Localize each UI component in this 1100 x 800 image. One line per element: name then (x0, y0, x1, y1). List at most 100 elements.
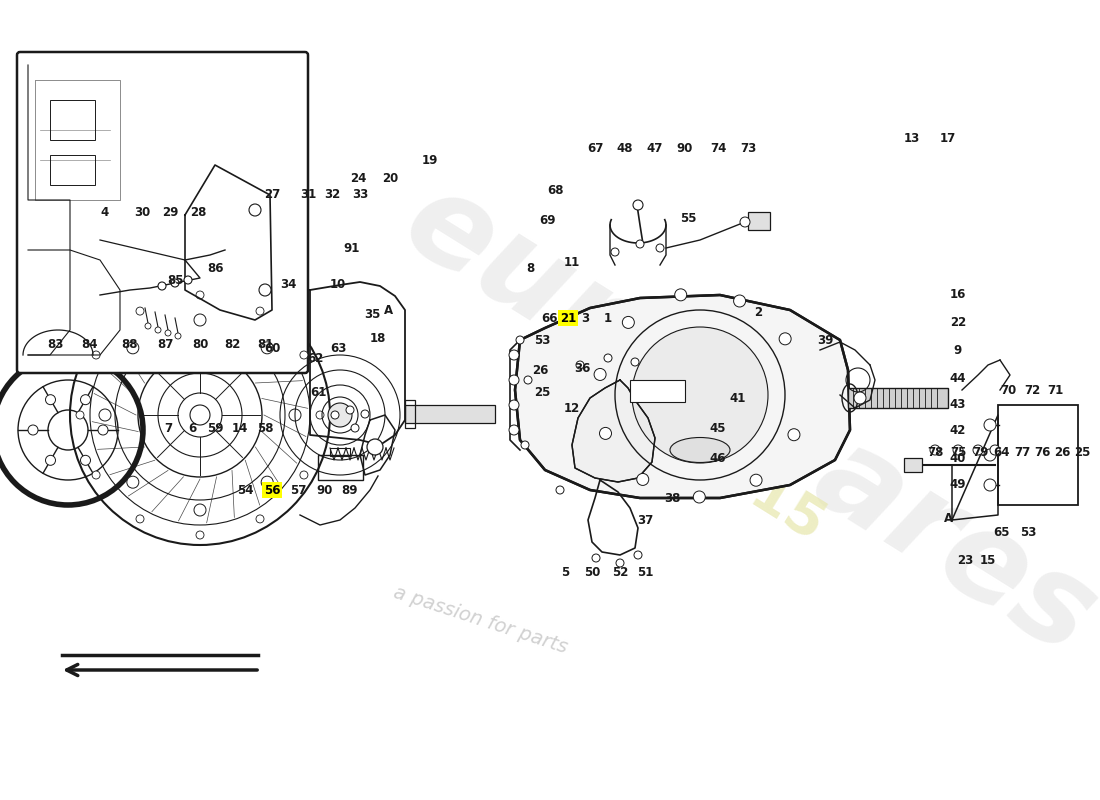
Circle shape (261, 342, 273, 354)
Circle shape (854, 392, 866, 404)
Text: 81: 81 (256, 338, 273, 351)
Circle shape (184, 276, 192, 284)
Circle shape (367, 439, 383, 455)
Text: a passion for parts: a passion for parts (390, 583, 570, 657)
Text: 29: 29 (162, 206, 178, 218)
Text: 87: 87 (157, 338, 173, 351)
Text: 6: 6 (188, 422, 196, 434)
Text: 69: 69 (540, 214, 557, 226)
Circle shape (99, 409, 111, 421)
Circle shape (930, 445, 940, 455)
Text: 10: 10 (330, 278, 346, 291)
Text: 36: 36 (574, 362, 591, 374)
Text: 54: 54 (236, 483, 253, 497)
Text: 76: 76 (1034, 446, 1050, 458)
Text: 83: 83 (47, 338, 63, 351)
Circle shape (509, 375, 519, 385)
Circle shape (155, 327, 161, 333)
Text: 42: 42 (949, 423, 966, 437)
Bar (330, 448, 350, 456)
Circle shape (634, 551, 642, 559)
Text: 16: 16 (949, 289, 966, 302)
Circle shape (524, 376, 532, 384)
Text: 79: 79 (971, 446, 988, 458)
Text: 39: 39 (817, 334, 833, 346)
Text: 4: 4 (101, 206, 109, 218)
Circle shape (328, 403, 352, 427)
Bar (848, 388, 948, 408)
Text: 34: 34 (279, 278, 296, 291)
Circle shape (556, 486, 564, 494)
Circle shape (604, 354, 612, 362)
Circle shape (740, 217, 750, 227)
Text: eurospares: eurospares (383, 159, 1100, 681)
Circle shape (984, 419, 996, 431)
Text: 58: 58 (256, 422, 273, 434)
Text: 75: 75 (949, 446, 966, 458)
Text: 35: 35 (364, 309, 381, 322)
Text: 27: 27 (264, 189, 280, 202)
Text: 3: 3 (581, 311, 590, 325)
Bar (630, 380, 685, 402)
Circle shape (600, 427, 612, 439)
Text: 53: 53 (534, 334, 550, 346)
Text: 5: 5 (561, 566, 569, 578)
Circle shape (92, 471, 100, 479)
Text: 33: 33 (352, 189, 368, 202)
Text: 19: 19 (421, 154, 438, 166)
Text: 28: 28 (190, 206, 206, 218)
Text: 85: 85 (167, 274, 184, 286)
Text: 17: 17 (939, 131, 956, 145)
Circle shape (576, 361, 584, 369)
Text: 72: 72 (1024, 383, 1041, 397)
Text: 7: 7 (164, 422, 172, 434)
Circle shape (80, 455, 90, 466)
Circle shape (258, 284, 271, 296)
Circle shape (158, 282, 166, 290)
Text: A: A (944, 511, 953, 525)
Text: 24: 24 (350, 171, 366, 185)
Circle shape (990, 445, 1000, 455)
Circle shape (92, 351, 100, 359)
Text: 2: 2 (754, 306, 762, 318)
Text: 68: 68 (547, 183, 563, 197)
Circle shape (674, 289, 686, 301)
Circle shape (351, 424, 359, 432)
Text: 86: 86 (207, 262, 223, 274)
Text: 55: 55 (680, 211, 696, 225)
Text: 82: 82 (223, 338, 240, 351)
Circle shape (136, 307, 144, 315)
Circle shape (592, 554, 600, 562)
Bar (998, 405, 1078, 505)
Text: 59: 59 (207, 422, 223, 434)
Bar (50, 100, 95, 140)
Text: 80: 80 (191, 338, 208, 351)
Circle shape (632, 327, 768, 463)
Text: 20: 20 (382, 171, 398, 185)
Circle shape (98, 425, 108, 435)
Text: 8: 8 (526, 262, 535, 274)
Text: 31: 31 (300, 189, 316, 202)
Text: 49: 49 (949, 478, 966, 491)
Text: 61: 61 (310, 386, 327, 398)
Circle shape (261, 476, 273, 488)
Circle shape (631, 358, 639, 366)
Circle shape (509, 425, 519, 435)
Text: 53: 53 (1020, 526, 1036, 538)
Text: 44: 44 (949, 371, 966, 385)
Text: 48: 48 (617, 142, 634, 154)
Circle shape (300, 471, 308, 479)
Text: 63: 63 (330, 342, 346, 354)
Text: 60: 60 (264, 342, 280, 354)
Text: 50: 50 (584, 566, 601, 578)
Text: 52: 52 (612, 566, 628, 578)
Circle shape (750, 474, 762, 486)
Text: 66: 66 (541, 311, 558, 325)
Text: 45: 45 (710, 422, 726, 434)
Circle shape (509, 400, 519, 410)
Circle shape (175, 333, 182, 339)
Circle shape (521, 441, 529, 449)
Text: 32: 32 (323, 189, 340, 202)
Circle shape (289, 409, 301, 421)
Circle shape (194, 314, 206, 326)
